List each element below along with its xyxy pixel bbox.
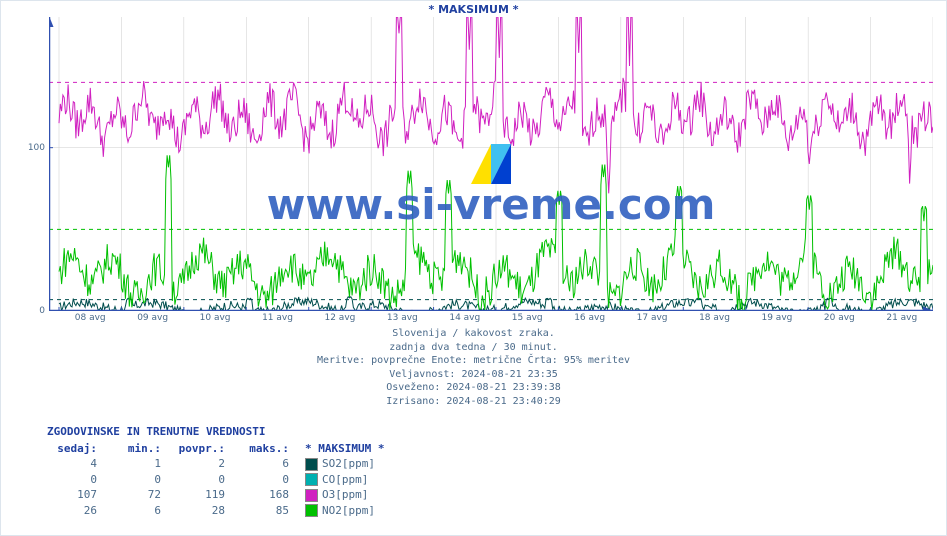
- legend-swatch-icon: [305, 473, 318, 486]
- x-tick-label: 10 avg: [200, 313, 231, 323]
- legend-swatch-icon: [305, 504, 318, 517]
- stat-value: 6: [241, 457, 303, 471]
- stat-value: 119: [177, 488, 239, 502]
- chart-title: * MAKSIMUM *: [1, 3, 946, 16]
- line-chart-svg: [49, 17, 933, 311]
- x-tick-label: 18 avg: [699, 313, 730, 323]
- chart-caption: Slovenija / kakovost zraka. zadnja dva t…: [1, 327, 946, 408]
- chart-frame: * MAKSIMUM * www.si-vreme.com 0100 www.s…: [0, 0, 947, 536]
- table-row: 0000CO[ppm]: [49, 473, 398, 487]
- x-tick-label: 15 avg: [512, 313, 543, 323]
- caption-line: Osveženo: 2024-08-21 23:39:38: [1, 381, 946, 395]
- legend-cell: CO[ppm]: [305, 473, 398, 487]
- x-tick-label: 20 avg: [824, 313, 855, 323]
- side-url-label: www.si-vreme.com: [0, 76, 3, 161]
- legend-label: SO2[ppm]: [322, 457, 375, 470]
- legend-cell: O3[ppm]: [305, 488, 398, 502]
- legend-label: CO[ppm]: [322, 473, 368, 486]
- stat-value: 4: [49, 457, 111, 471]
- col-header: povpr.:: [177, 442, 239, 455]
- stat-value: 0: [177, 473, 239, 487]
- y-tick-label: 0: [23, 306, 45, 316]
- x-ticks: 08 avg 09 avg 10 avg 11 avg 12 avg 13 avg 14 a…: [49, 313, 933, 327]
- legend-cell: SO2[ppm]: [305, 457, 398, 471]
- stat-value: 0: [49, 473, 111, 487]
- table-row: 2662885 NO2[ppm]: [49, 504, 398, 518]
- x-tick-label: 13 avg: [387, 313, 418, 323]
- stat-value: 26: [49, 504, 111, 518]
- stat-value: 72: [113, 488, 175, 502]
- col-header: sedaj:: [49, 442, 111, 455]
- stat-value: 6: [113, 504, 175, 518]
- x-tick-label: 19 avg: [761, 313, 792, 323]
- table-row: 10772119168 O3[ppm]: [49, 488, 398, 502]
- legend-swatch-icon: [305, 458, 318, 471]
- chart-plot-area: www.si-vreme.com: [49, 17, 933, 311]
- stat-value: 0: [241, 473, 303, 487]
- stat-value: 28: [177, 504, 239, 518]
- stat-value: 168: [241, 488, 303, 502]
- x-tick-label: 21 avg: [886, 313, 917, 323]
- x-tick-label: 14 avg: [449, 313, 480, 323]
- caption-line: Veljavnost: 2024-08-21 23:35: [1, 368, 946, 382]
- col-header: min.:: [113, 442, 175, 455]
- caption-line: Izrisano: 2024-08-21 23:40:29: [1, 395, 946, 409]
- stat-value: 1: [113, 457, 175, 471]
- x-tick-label: 12 avg: [324, 313, 355, 323]
- x-tick-label: 08 avg: [75, 313, 106, 323]
- stat-value: 107: [49, 488, 111, 502]
- legend-label: NO2[ppm]: [322, 504, 375, 517]
- legend-swatch-icon: [305, 489, 318, 502]
- stat-value: 0: [113, 473, 175, 487]
- stats-block: ZGODOVINSKE IN TRENUTNE VREDNOSTI sedaj:…: [47, 425, 400, 519]
- caption-line: Meritve: povprečne Enote: metrične Črta:…: [1, 354, 946, 368]
- x-tick-label: 11 avg: [262, 313, 293, 323]
- stats-header-row: sedaj: min.: povpr.: maks.: * MAKSIMUM *: [49, 442, 398, 455]
- table-row: 4126 SO2[ppm]: [49, 457, 398, 471]
- stat-value: 85: [241, 504, 303, 518]
- x-tick-label: 16 avg: [574, 313, 605, 323]
- stats-heading: ZGODOVINSKE IN TRENUTNE VREDNOSTI: [47, 425, 400, 438]
- y-tick-label: 100: [23, 143, 45, 153]
- legend-label: O3[ppm]: [322, 488, 368, 501]
- legend-cell: NO2[ppm]: [305, 504, 398, 518]
- caption-line: zadnja dva tedna / 30 minut.: [1, 341, 946, 355]
- x-tick-label: 17 avg: [637, 313, 668, 323]
- col-header: maks.:: [241, 442, 303, 455]
- stats-table: sedaj: min.: povpr.: maks.: * MAKSIMUM *…: [47, 440, 400, 519]
- stat-value: 2: [177, 457, 239, 471]
- col-header: * MAKSIMUM *: [305, 442, 398, 455]
- x-tick-label: 09 avg: [137, 313, 168, 323]
- caption-line: Slovenija / kakovost zraka.: [1, 327, 946, 341]
